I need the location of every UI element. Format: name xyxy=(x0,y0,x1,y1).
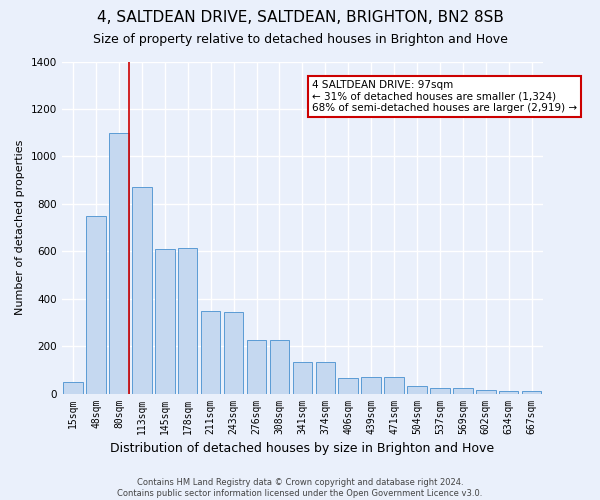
Text: Size of property relative to detached houses in Brighton and Hove: Size of property relative to detached ho… xyxy=(92,32,508,46)
Text: 4 SALTDEAN DRIVE: 97sqm
← 31% of detached houses are smaller (1,324)
68% of semi: 4 SALTDEAN DRIVE: 97sqm ← 31% of detache… xyxy=(312,80,577,113)
Bar xyxy=(109,132,129,394)
Bar xyxy=(178,248,197,394)
Bar xyxy=(499,391,518,394)
X-axis label: Distribution of detached houses by size in Brighton and Hove: Distribution of detached houses by size … xyxy=(110,442,494,455)
Bar xyxy=(247,340,266,394)
Text: 4, SALTDEAN DRIVE, SALTDEAN, BRIGHTON, BN2 8SB: 4, SALTDEAN DRIVE, SALTDEAN, BRIGHTON, B… xyxy=(97,10,503,25)
Bar xyxy=(385,377,404,394)
Bar xyxy=(86,216,106,394)
Bar xyxy=(316,362,335,394)
Bar xyxy=(201,310,220,394)
Text: Contains HM Land Registry data © Crown copyright and database right 2024.
Contai: Contains HM Land Registry data © Crown c… xyxy=(118,478,482,498)
Bar xyxy=(338,378,358,394)
Bar xyxy=(155,249,175,394)
Bar xyxy=(430,388,449,394)
Bar xyxy=(453,388,473,394)
Bar xyxy=(270,340,289,394)
Bar xyxy=(132,187,152,394)
Bar xyxy=(224,312,244,394)
Bar xyxy=(64,382,83,394)
Bar xyxy=(476,390,496,394)
Y-axis label: Number of detached properties: Number of detached properties xyxy=(15,140,25,315)
Bar xyxy=(407,386,427,394)
Bar xyxy=(522,391,541,394)
Bar xyxy=(361,377,381,394)
Bar xyxy=(293,362,312,394)
